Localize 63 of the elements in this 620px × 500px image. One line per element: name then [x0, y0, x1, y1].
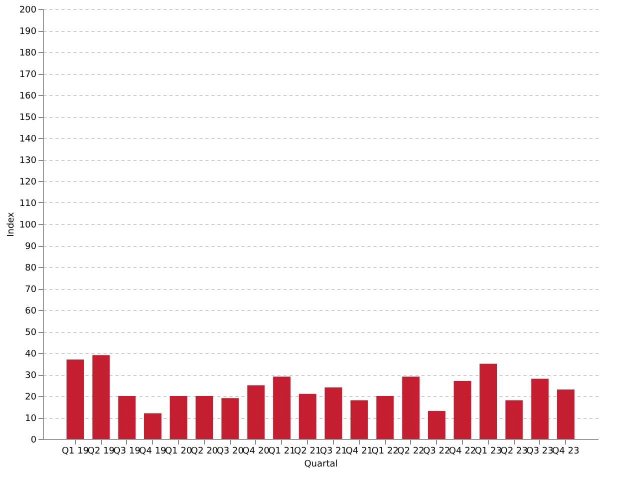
y-tick-label: 110	[19, 199, 37, 209]
bar	[531, 378, 549, 439]
bar	[505, 400, 523, 439]
y-tick-label: 30	[25, 371, 37, 381]
y-tick-label: 70	[25, 285, 37, 295]
x-tick-label: Q4 19	[139, 446, 167, 456]
x-tick-label: Q1 19	[62, 446, 90, 456]
y-tick-label: 60	[25, 306, 37, 316]
x-axis-title: Quartal	[304, 460, 338, 470]
x-tick-label: Q2 19	[88, 446, 115, 456]
x-tick-label: Q4 22	[448, 446, 476, 456]
y-tick-label: 20	[25, 392, 37, 402]
y-tick-label: 130	[19, 156, 37, 166]
x-tick-label: Q1 21	[268, 446, 296, 456]
bar	[557, 390, 574, 439]
y-tick-label: 170	[19, 70, 37, 80]
bar	[298, 394, 316, 439]
y-tick-label: 40	[25, 350, 37, 360]
y-tick-label: 120	[19, 178, 37, 188]
x-tick-label: Q4 23	[552, 446, 580, 456]
bar	[273, 376, 290, 439]
y-tick-label: 50	[25, 328, 37, 338]
x-tick-label: Q4 20	[242, 446, 270, 456]
y-tick-label: 80	[25, 264, 37, 274]
bar	[247, 385, 265, 439]
y-tick-label: 190	[19, 27, 37, 37]
y-tick-label: 150	[19, 113, 37, 123]
bar	[428, 411, 446, 439]
x-tick-label: Q2 20	[190, 446, 218, 456]
bar	[221, 398, 239, 439]
x-tick-label: Q2 21	[294, 446, 322, 456]
bar	[402, 376, 420, 439]
x-tick-label: Q2 23	[500, 446, 528, 456]
x-tick-label: Q4 21	[346, 446, 373, 456]
x-tick-label: Q1 20	[164, 446, 192, 456]
y-tick-label: 180	[19, 48, 37, 58]
y-tick-label: 90	[25, 242, 37, 252]
y-tick-label: 160	[19, 92, 37, 102]
y-tick-label: 100	[19, 220, 37, 230]
bar	[66, 359, 84, 439]
bar	[118, 396, 136, 439]
x-tick-label: Q2 22	[397, 446, 424, 456]
bar	[376, 396, 394, 439]
y-tick-label: 10	[25, 414, 37, 424]
x-tick-label: Q3 21	[320, 446, 347, 456]
bar	[170, 396, 188, 439]
bar	[92, 355, 110, 439]
bar	[196, 396, 214, 439]
bar	[454, 380, 472, 439]
bar	[480, 364, 498, 439]
y-axis-title: Index	[6, 211, 16, 237]
bar	[144, 413, 162, 439]
x-tick-label: Q3 20	[216, 446, 244, 456]
y-tick-label: 200	[19, 6, 37, 16]
x-tick-label: Q1 22	[371, 446, 399, 456]
x-tick-label: Q3 23	[526, 446, 554, 456]
x-tick-label: Q1 23	[474, 446, 502, 456]
bar	[350, 400, 368, 439]
x-tick-label: Q3 19	[113, 446, 141, 456]
bar	[324, 387, 342, 439]
y-tick-label: 140	[19, 134, 37, 144]
x-tick-label: Q3 22	[423, 446, 450, 456]
y-tick-label: 0	[30, 436, 37, 446]
